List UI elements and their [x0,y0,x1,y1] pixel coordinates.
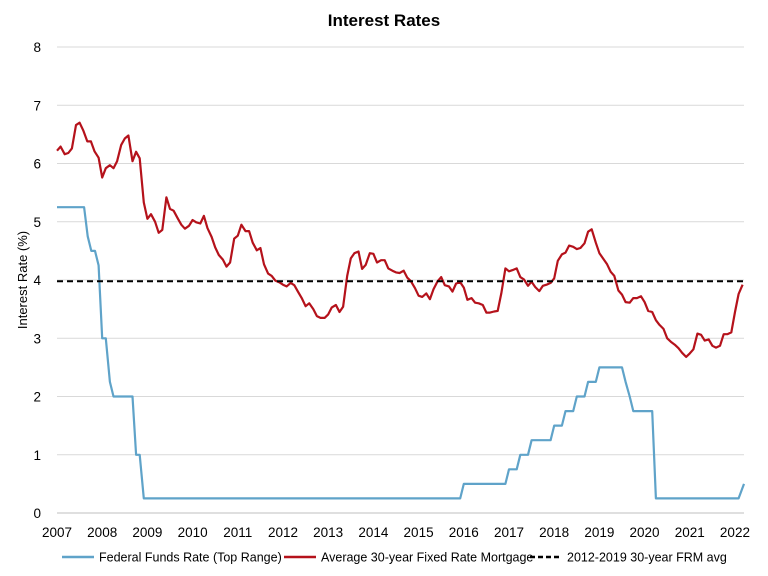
y-tick-label: 2 [33,390,41,405]
y-tick-label: 0 [33,506,41,521]
y-tick-label: 3 [33,331,41,346]
y-tick-label: 4 [33,273,41,288]
y-tick-label: 6 [33,157,41,172]
x-tick-label: 2021 [675,525,705,540]
gridlines [57,46,744,456]
x-tick-label: 2009 [132,525,162,540]
y-axis-ticks: 0 1 2 3 4 5 6 7 8 [33,40,41,521]
legend-label-2: 2012-2019 30-year FRM avg [567,551,727,565]
legend-label-0: Federal Funds Rate (Top Range) [99,551,282,565]
series-line-0 [57,206,746,500]
x-tick-label: 2017 [494,525,524,540]
series-line-1 [56,121,744,358]
x-tick-label: 2016 [449,525,479,540]
x-tick-label: 2019 [584,525,614,540]
y-tick-label: 5 [33,215,41,230]
chart-title: Interest Rates [328,11,440,30]
y-tick-label: 1 [33,448,41,463]
x-tick-label: 2011 [223,525,252,540]
y-tick-label: 7 [33,98,41,113]
x-tick-label: 2018 [539,525,569,540]
x-tick-label: 2014 [358,525,389,540]
y-axis-title: Interest Rate (%) [15,231,30,329]
y-tick-label: 8 [33,40,41,55]
legend-label-1: Average 30-year Fixed Rate Mortgage [321,551,533,565]
x-tick-label: 2013 [313,525,343,540]
x-tick-label: 2015 [404,525,434,540]
x-tick-label: 2010 [178,525,208,540]
x-tick-label: 2020 [630,525,660,540]
x-tick-label: 2007 [42,525,72,540]
x-axis-ticks: 2007 2008 2009 2010 2011 2012 2013 2014 2015 2016… [42,525,750,540]
x-tick-label: 2022 [720,525,750,540]
legend: Federal Funds Rate (Top Range) Average 30… [62,551,727,565]
series-layer [56,121,746,500]
x-tick-label: 2008 [87,525,117,540]
x-tick-label: 2012 [268,525,298,540]
